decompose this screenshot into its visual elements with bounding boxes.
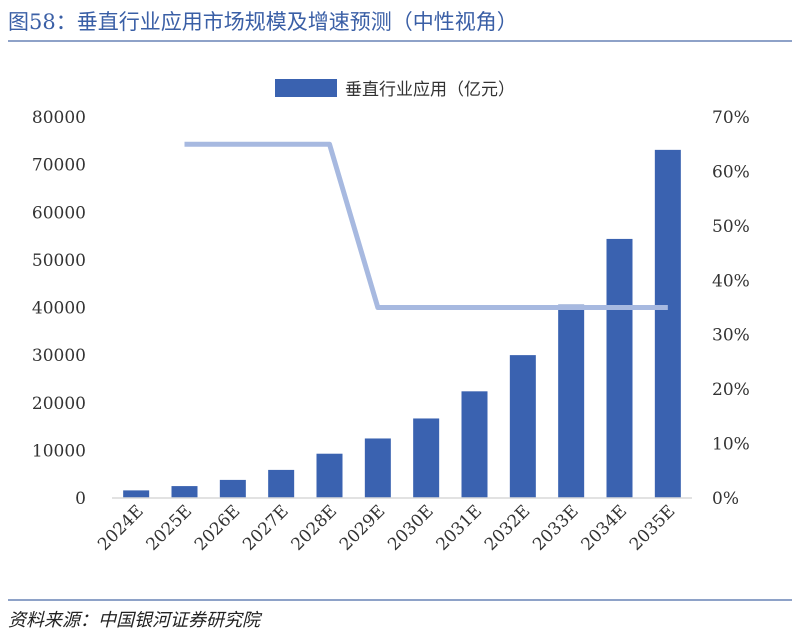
bar — [268, 469, 295, 498]
x-tick-label: 2027E — [239, 501, 293, 555]
right-tick-label: 20% — [712, 380, 750, 400]
left-tick-label: 60000 — [32, 203, 86, 223]
x-tick-label: 2025E — [143, 501, 197, 555]
bar — [558, 304, 585, 498]
growth-line-series — [184, 141, 668, 310]
legend-label-bar: 垂直行业应用（亿元） — [345, 80, 515, 100]
left-tick-label: 40000 — [32, 299, 86, 319]
right-tick-label: 50% — [712, 217, 750, 237]
right-tick-label: 10% — [712, 435, 750, 455]
source-rule — [8, 599, 792, 601]
title-rule — [8, 40, 792, 42]
x-tick-label: 2035E — [626, 501, 680, 555]
bar-series — [123, 149, 681, 499]
bar — [219, 479, 246, 498]
bar — [316, 453, 343, 498]
left-tick-label: 80000 — [32, 108, 86, 128]
bar — [413, 418, 440, 498]
source-note: 资料来源：中国银河证券研究院 — [8, 610, 260, 631]
x-tick-label: 2029E — [336, 501, 390, 555]
x-tick-label: 2026E — [191, 501, 245, 555]
chart: 垂直行业应用（亿元） 0 10000 20000 30000 40000 50000 600… — [32, 79, 750, 555]
right-tick-label: 70% — [712, 108, 750, 128]
right-tick-label: 60% — [712, 162, 750, 182]
x-tick-label: 2028E — [288, 501, 342, 555]
legend-swatch-bar — [275, 79, 337, 97]
x-tick-label: 2032E — [481, 501, 535, 555]
left-tick-label: 0 — [75, 489, 86, 509]
x-tick-label: 2033E — [529, 501, 583, 555]
growth-line — [184, 141, 668, 310]
x-tick-label: 2034E — [578, 501, 632, 555]
bar — [171, 486, 198, 498]
x-tick-label: 2030E — [384, 501, 438, 555]
bar — [654, 149, 681, 498]
bar — [364, 438, 391, 498]
x-axis: 2024E2025E2026E2027E2028E2029E2030E2031E… — [94, 501, 679, 555]
right-tick-label: 30% — [712, 326, 750, 346]
figure-title: 图58：垂直行业应用市场规模及增速预测（中性视角） — [8, 10, 518, 34]
right-tick-label: 40% — [712, 271, 750, 291]
x-tick-label: 2031E — [433, 501, 487, 555]
left-tick-label: 10000 — [32, 441, 86, 461]
bar — [509, 355, 536, 498]
left-tick-label: 30000 — [32, 346, 86, 366]
left-tick-label: 50000 — [32, 251, 86, 271]
left-tick-label: 70000 — [32, 156, 86, 176]
bar — [123, 490, 150, 498]
right-tick-label: 0% — [712, 489, 739, 509]
bar — [461, 391, 488, 498]
left-axis: 0 10000 20000 30000 40000 50000 60000 70000 8000… — [32, 108, 86, 509]
bar — [606, 238, 633, 499]
right-axis: 0% 10% 20% 30% 40% 50% 60% 70% — [712, 108, 750, 509]
x-tick-label: 2024E — [94, 501, 148, 555]
legend: 垂直行业应用（亿元） — [275, 79, 515, 100]
left-tick-label: 20000 — [32, 394, 86, 414]
